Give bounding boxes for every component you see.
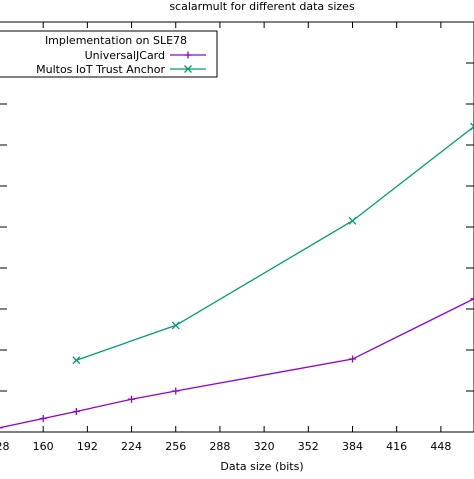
data-point-series-2 — [471, 123, 474, 130]
legend-label: UniversalJCard — [85, 49, 165, 62]
x-tick-label: 288 — [209, 440, 230, 453]
x-tick-label: 352 — [298, 440, 319, 453]
x-tick-label: 416 — [386, 440, 407, 453]
data-point-series-2 — [349, 217, 356, 224]
x-tick-label: 160 — [33, 440, 54, 453]
plot-frame — [0, 22, 474, 432]
x-tick-label: 448 — [430, 440, 451, 453]
x-axis-title: Data size (bits) — [220, 460, 303, 473]
series-line-2 — [76, 127, 474, 361]
data-point-series-2 — [73, 357, 80, 364]
legend-title: Implementation on SLE78 — [45, 34, 187, 47]
data-point-series-1 — [128, 396, 135, 403]
x-tick-label: 128 — [0, 440, 10, 453]
x-tick-label: 192 — [77, 440, 98, 453]
data-point-series-1 — [40, 415, 47, 422]
legend-label: Multos IoT Trust Anchor — [36, 63, 165, 76]
chart-title: scalarmult for different data sizes — [169, 0, 355, 13]
x-tick-label: 224 — [121, 440, 142, 453]
data-point-series-1 — [0, 424, 3, 431]
data-point-series-2 — [172, 322, 179, 329]
data-point-series-1 — [73, 408, 80, 415]
series-line-1 — [0, 299, 474, 428]
data-point-series-1 — [349, 356, 356, 363]
x-tick-label: 384 — [342, 440, 363, 453]
x-tick-label: 256 — [165, 440, 186, 453]
data-point-series-1 — [471, 295, 474, 302]
x-tick-label: 320 — [254, 440, 275, 453]
legend: Implementation on SLE78 UniversalJCardMu… — [0, 31, 217, 77]
data-point-series-1 — [172, 388, 179, 395]
